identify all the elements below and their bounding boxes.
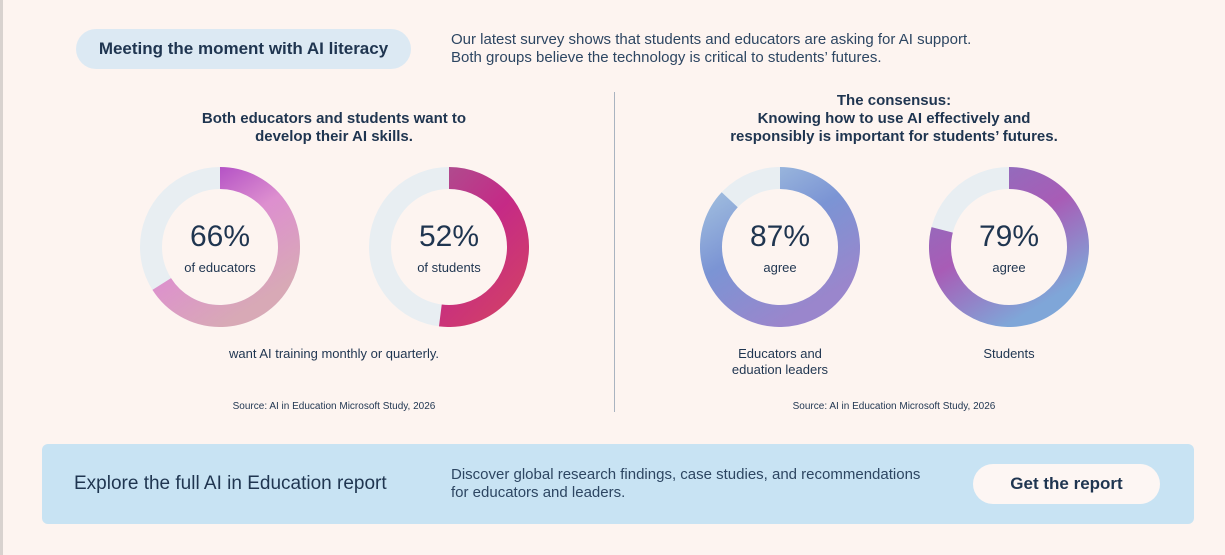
panel-divider: [614, 92, 615, 412]
donut-students-training: 52% of students: [369, 167, 529, 327]
donut-educators-training: 66% of educators: [140, 167, 300, 327]
donut-sublabel: agree: [763, 259, 797, 275]
donut-value-arc: [700, 167, 860, 327]
donut-value-arc: [438, 167, 529, 327]
left-heading-line-2: develop their AI skills.: [255, 128, 413, 145]
donut-chart: [700, 167, 860, 327]
donut-sublabel: of students: [417, 259, 481, 275]
left-heading-line-1: Both educators and students want to: [201, 110, 467, 127]
donut-sublabel: agree: [992, 259, 1026, 275]
banner-desc-line-2: for educators and leaders.: [451, 484, 626, 501]
donut-students-agree: 79% agree: [929, 167, 1089, 327]
group-label-line-2: eduation leaders: [731, 362, 829, 377]
right-heading-line-3: responsibly is important for students’ f…: [730, 128, 1058, 145]
donut-chart: [140, 167, 300, 327]
donut-percent: 52%: [418, 219, 480, 253]
right-heading-line-2: Knowing how to use AI effectively and: [757, 110, 1031, 127]
donut-chart: [929, 167, 1089, 327]
right-heading-line-1: The consensus:: [836, 92, 952, 109]
section-tag-label: Meeting the moment with AI literacy: [98, 39, 389, 58]
intro-text: Our latest survey shows that students an…: [451, 31, 1071, 67]
right-heading: The consensus: Knowing how to use AI eff…: [674, 92, 1114, 146]
left-source: Source: AI in Education Microsoft Study,…: [232, 401, 436, 412]
donut-value-arc: [152, 167, 300, 327]
banner-title: Explore the full AI in Education report: [74, 473, 387, 494]
donut-percent: 66%: [189, 219, 251, 253]
educators-group-label: Educators and eduation leaders: [680, 346, 880, 378]
section-tag: Meeting the moment with AI literacy: [76, 29, 411, 69]
left-caption-text: want AI training monthly or quarterly.: [228, 346, 440, 361]
donut-percent: 79%: [978, 219, 1040, 253]
banner-description: Discover global research findings, case …: [451, 466, 920, 502]
intro-line-2: Both groups believe the technology is cr…: [451, 49, 882, 66]
donut-percent: 87%: [749, 219, 811, 253]
group-label-line-1: Educators and: [738, 346, 822, 361]
donut-chart: [369, 167, 529, 327]
banner-desc-line-1: Discover global research findings, case …: [451, 466, 921, 483]
donut-sublabel: of educators: [184, 259, 256, 275]
students-group-label: Students: [909, 346, 1109, 362]
group-label-line-1: Students: [983, 346, 1035, 361]
left-caption: want AI training monthly or quarterly.: [134, 346, 534, 362]
left-heading: Both educators and students want to deve…: [134, 110, 534, 146]
get-report-button[interactable]: Get the report: [973, 464, 1160, 504]
donut-educators-agree: 87% agree: [700, 167, 860, 327]
right-source: Source: AI in Education Microsoft Study,…: [792, 401, 996, 412]
report-banner: Explore the full AI in Education report …: [42, 444, 1194, 524]
intro-line-1: Our latest survey shows that students an…: [451, 31, 972, 48]
donut-value-arc: [929, 167, 1089, 327]
